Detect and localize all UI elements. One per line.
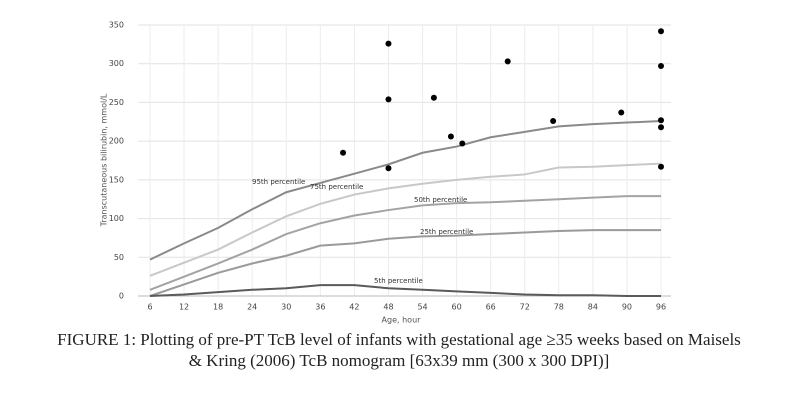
series-label: 25th percentile [420,228,473,236]
x-tick-label: 24 [247,303,257,312]
data-point [618,109,625,116]
percentile-line [149,195,661,291]
x-tick-label: 30 [281,303,291,312]
x-tick-label: 78 [554,303,564,312]
y-tick-label: 150 [109,175,124,184]
data-point [658,163,664,170]
data-point [447,133,454,140]
y-tick-label: 200 [109,137,124,146]
y-tick-label: 0 [119,292,124,301]
x-tick-label: 84 [588,303,598,312]
percentile-line [149,229,661,297]
percentile-line [149,284,661,297]
data-point [504,58,511,65]
y-tick-label: 100 [109,214,124,223]
y-tick-label: 300 [109,59,124,68]
x-tick-label: 90 [622,303,632,312]
x-tick-label: 42 [349,303,359,312]
caption: FIGURE 1: Plotting of pre-PT TcB level o… [57,330,741,349]
data-point [658,63,664,70]
series-label: 50th percentile [414,196,467,204]
data-point [658,117,664,124]
y-tick-label: 250 [109,98,124,107]
x-tick-label: 72 [520,303,530,312]
y-tick-label: 350 [109,21,124,30]
y-tick-label: 50 [114,253,124,262]
x-tick-label: 6 [147,303,152,312]
x-tick-label: 66 [486,303,496,312]
percentile-line [149,162,662,277]
data-point [340,149,347,156]
x-tick-label: 96 [656,303,666,312]
x-tick-label: 18 [213,303,223,312]
series-label: 5th percentile [374,277,423,285]
x-tick-label: 54 [417,303,427,312]
x-axis-label: Age, hour [382,316,422,325]
series-label: 75th percentile [310,183,363,191]
series-label: 95th percentile [252,178,305,186]
x-tick-label: 36 [315,303,325,312]
data-point [385,165,392,172]
data-point [550,118,557,125]
data-point [459,140,466,147]
x-tick-label: 48 [383,303,393,312]
data-point [430,94,437,101]
x-tick-label: 60 [452,303,462,312]
caption: & Kring (2006) TcB nomogram [63x39 mm (3… [189,351,610,370]
y-axis-label: Transcutaneous bilirubin, mmol/L [100,93,109,227]
percentile-line [149,120,662,261]
data-point [658,28,664,35]
data-point [385,40,392,47]
x-tick-label: 12 [179,303,189,312]
data-point [385,96,392,103]
data-point [658,124,664,131]
